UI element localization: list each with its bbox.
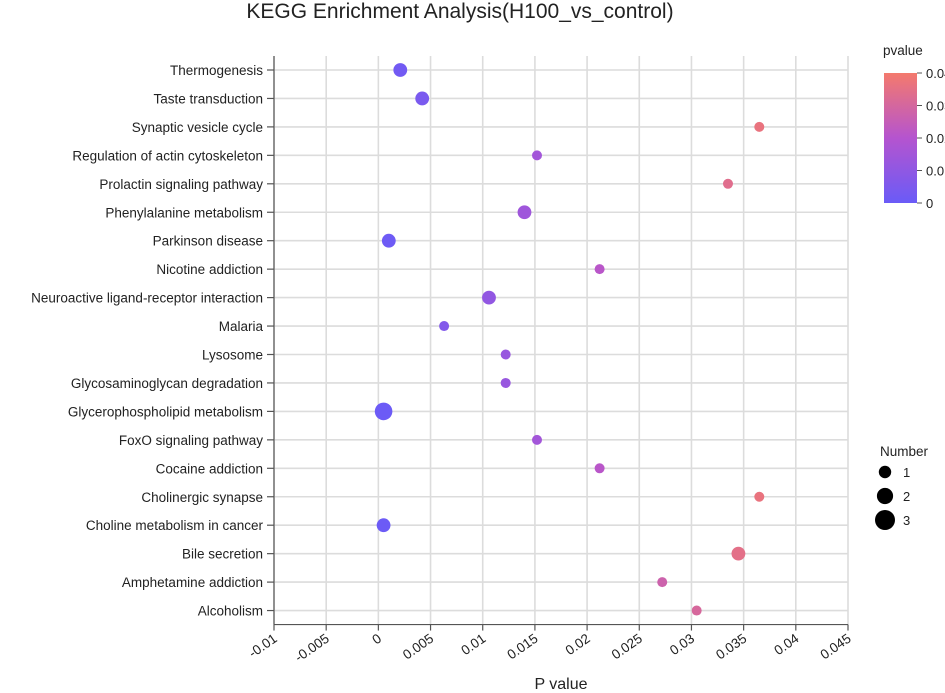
category-label: Thermogenesis (170, 63, 263, 78)
number-legend: Number 1 2 3 (875, 444, 929, 530)
colorbar-tick-label: 0.01 (926, 164, 945, 179)
data-points (374, 63, 765, 616)
size-legend-marker (875, 510, 895, 530)
category-label: Synaptic vesicle cycle (132, 120, 263, 135)
data-point (376, 518, 391, 533)
data-point (531, 150, 542, 161)
colorbar-tick-label: 0.02 (926, 131, 945, 146)
data-point (415, 91, 430, 106)
x-tick-label: 0 (369, 631, 384, 648)
pvalue-legend: pvalue 0.04 0.03 0.02 0.01 0 (883, 43, 945, 211)
pvalue-legend-title: pvalue (883, 43, 923, 58)
data-point (657, 577, 668, 588)
category-labels: Thermogenesis Taste transduction Synaptic … (31, 63, 263, 619)
data-point (691, 605, 702, 616)
category-label: Regulation of actin cytoskeleton (72, 148, 263, 163)
data-point (381, 233, 396, 248)
size-legend-marker (878, 465, 892, 479)
x-tick-label: 0.02 (563, 631, 593, 658)
data-point (393, 63, 408, 77)
x-tick-label: 0.04 (771, 630, 802, 658)
category-label: Lysosome (202, 348, 263, 363)
data-point (517, 205, 532, 220)
data-point (531, 434, 542, 445)
size-legend-label: 1 (903, 465, 910, 480)
x-tick-label: -0.01 (246, 631, 280, 661)
data-point (731, 546, 746, 561)
data-point (594, 463, 605, 474)
category-label: Nicotine addiction (156, 262, 263, 277)
category-label: Choline metabolism in cancer (86, 518, 264, 533)
category-label: Cocaine addiction (156, 461, 263, 476)
data-point (754, 121, 765, 132)
x-tick-label: 0.005 (400, 631, 436, 663)
data-point (500, 377, 511, 388)
x-tick-label: 0.03 (667, 631, 697, 658)
data-point (374, 402, 393, 421)
chart-title: KEGG Enrichment Analysis(H100_vs_control… (246, 0, 673, 23)
x-tick-label: -0.005 (292, 631, 332, 665)
category-label: Phenylalanine metabolism (105, 205, 263, 220)
category-label: Malaria (219, 319, 264, 334)
size-legend-label: 2 (903, 489, 910, 504)
number-legend-title: Number (880, 444, 929, 459)
data-point (439, 321, 450, 332)
colorbar-tick-label: 0.04 (926, 66, 945, 81)
category-label: Alcoholism (198, 604, 263, 619)
x-tick-label: 0.025 (609, 631, 645, 663)
category-label: FoxO signaling pathway (119, 433, 263, 448)
colorbar-tick-label: 0 (926, 196, 933, 211)
data-point (722, 178, 733, 189)
x-tick-labels: -0.01 -0.005 0 0.005 0.01 0.015 0.02 0.025 0.03 0… (246, 630, 854, 665)
category-label: Neuroactive ligand-receptor interaction (31, 291, 263, 306)
pvalue-colorbar (884, 73, 917, 203)
category-label: Bile secretion (182, 547, 263, 562)
category-label: Glycerophospholipid metabolism (68, 404, 263, 419)
category-label: Prolactin signaling pathway (99, 177, 263, 192)
category-label: Amphetamine addiction (122, 575, 263, 590)
data-point (594, 264, 605, 275)
category-label: Parkinson disease (153, 234, 263, 249)
x-axis-title: P value (534, 676, 587, 693)
grid-lines (273, 56, 849, 625)
x-tick-label: 0.045 (817, 631, 853, 663)
data-point (754, 491, 765, 502)
category-label: Taste transduction (153, 91, 263, 106)
colorbar-tick-label: 0.03 (926, 99, 945, 114)
data-point (482, 290, 496, 305)
x-tick-label: 0.01 (458, 631, 488, 658)
category-label: Glycosaminoglycan degradation (71, 376, 263, 391)
category-label: Cholinergic synapse (141, 490, 263, 505)
size-legend-label: 3 (903, 513, 910, 528)
size-legend-marker (876, 487, 894, 505)
axes (267, 56, 849, 631)
x-tick-label: 0.015 (504, 631, 540, 663)
data-point (500, 349, 511, 360)
x-tick-label: 0.035 (713, 631, 749, 663)
